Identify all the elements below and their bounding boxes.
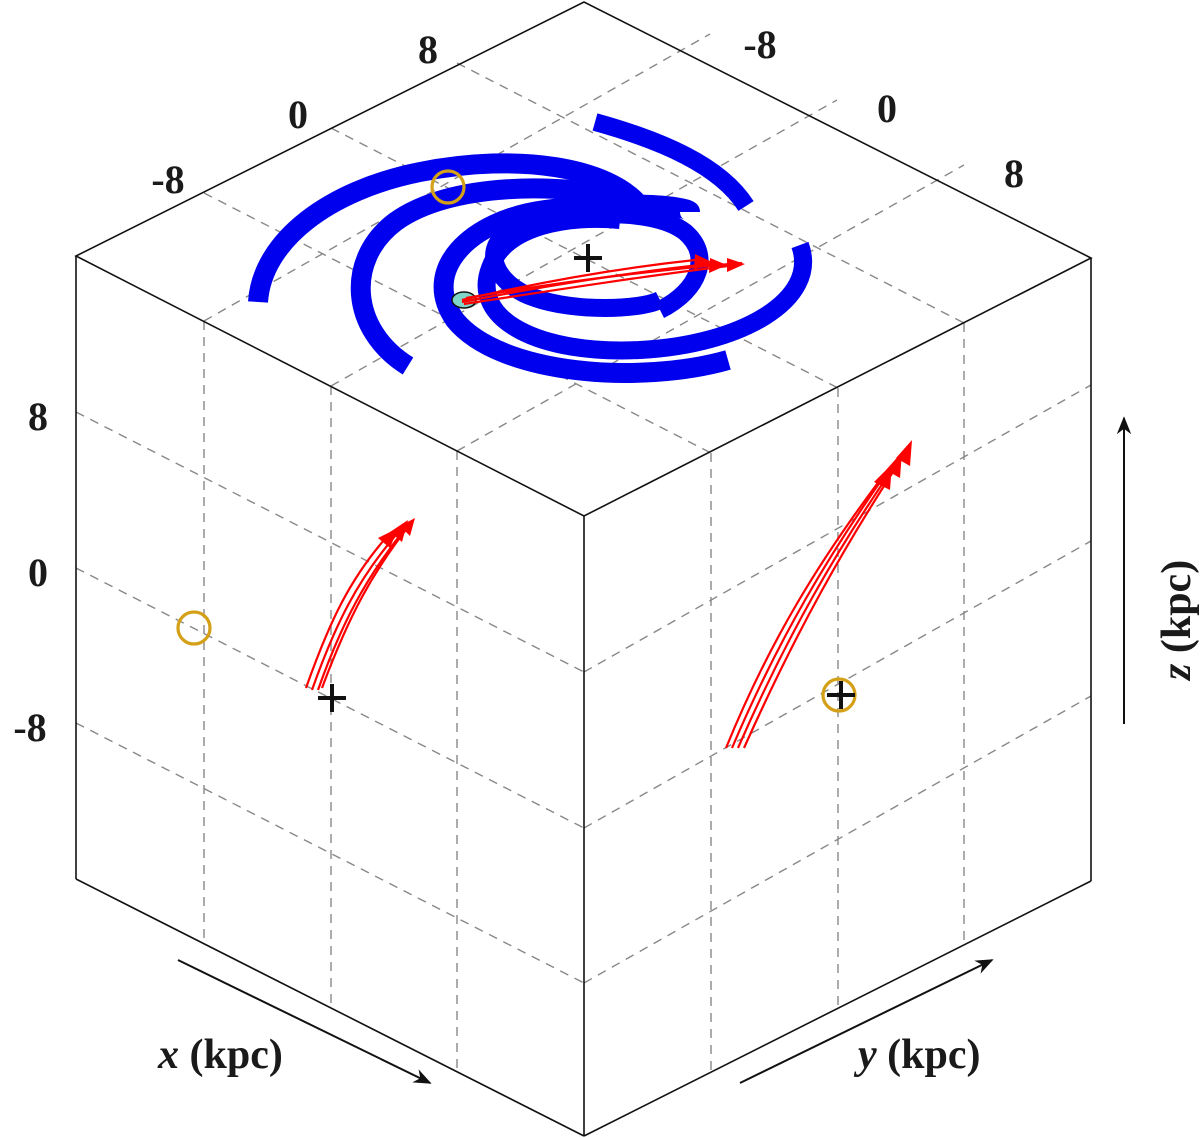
- grid-right-h3: [583, 695, 1092, 984]
- grid-top-2: [330, 99, 838, 387]
- x-axis-label: x (kpc): [157, 1032, 283, 1078]
- trajectory-top: [451, 254, 745, 309]
- z-axis-label: z (kpc): [1154, 560, 1200, 682]
- trajectory-right: [724, 440, 912, 749]
- spiral-arm-inner: [485, 205, 709, 319]
- grid-top-3: [456, 164, 965, 452]
- galactic-centers: [318, 244, 855, 712]
- x-axis-arrow: [177, 959, 432, 1084]
- grid-left-h3: [75, 722, 585, 984]
- sun-marker-top: [430, 169, 466, 205]
- top-x-tick-1: -8: [151, 157, 184, 202]
- trajectory-left: [304, 518, 415, 691]
- grid-right-h1: [583, 384, 1092, 673]
- grid-left-h1: [75, 411, 585, 673]
- grid-right-h2: [583, 540, 1092, 829]
- spiral-arm-5: [592, 113, 754, 212]
- axis-arrows: [177, 416, 1132, 1084]
- edge-bottom-left: [75, 878, 585, 1137]
- trajectories: [304, 254, 912, 749]
- y-axis-label: y (kpc): [853, 1032, 981, 1078]
- spiral-arms: [248, 113, 812, 383]
- z-tick-1: 8: [28, 394, 48, 439]
- spiral-arm-1: [248, 153, 648, 304]
- top-x-tick-3: 8: [418, 27, 438, 72]
- z-tick-3: -8: [13, 705, 46, 750]
- sun-marker-left: [176, 610, 212, 646]
- y-axis-arrow: [739, 959, 994, 1084]
- top-x-tick-2: 0: [288, 92, 308, 137]
- galactic-center-right: [827, 681, 855, 709]
- edge-bottom-right: [583, 880, 1092, 1137]
- tick-labels: -8 0 8 -8 0 8 8 0 -8: [13, 22, 1024, 750]
- grid-top-1: [203, 33, 711, 322]
- z-tick-2: 0: [28, 550, 48, 595]
- top-y-tick-3: 8: [1004, 151, 1024, 196]
- cube-edges: [74, 1, 1093, 1137]
- spiral-arm-3: [433, 194, 731, 383]
- galactic-center-top: [574, 244, 602, 272]
- axis-labels: x (kpc) y (kpc) z (kpc): [157, 560, 1200, 1078]
- top-y-tick-2: 0: [877, 86, 897, 131]
- spiral-arm-2: [350, 178, 638, 375]
- galactic-center-left: [318, 684, 346, 712]
- top-y-tick-1: -8: [743, 22, 776, 67]
